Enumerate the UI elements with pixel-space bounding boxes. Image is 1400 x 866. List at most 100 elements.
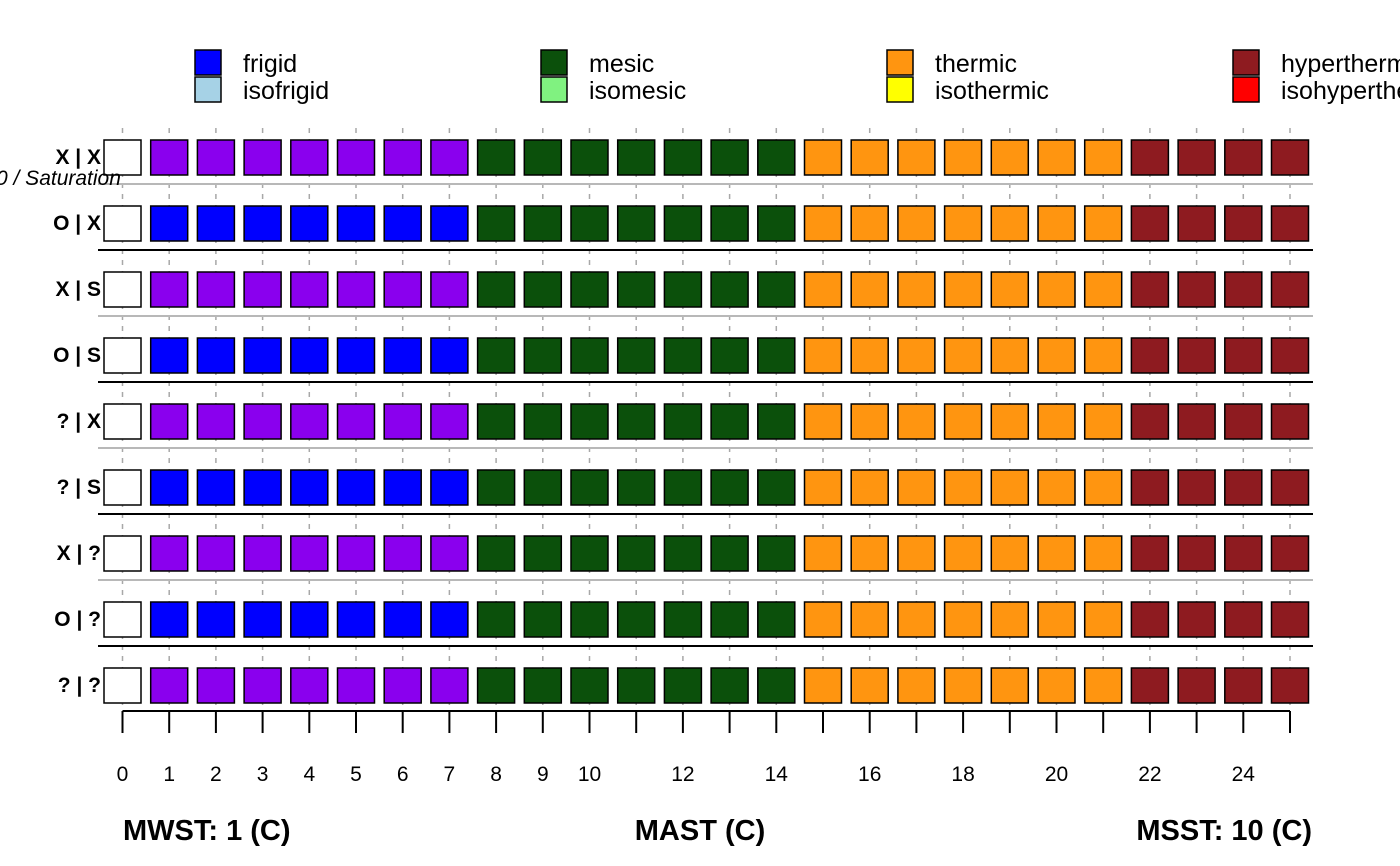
x-tick-label-7: 7: [444, 763, 456, 786]
cell-r5-c20: [1037, 469, 1076, 506]
legend-label-5: isothermic: [935, 77, 1049, 105]
cell-r8-c12: [663, 667, 703, 704]
cell-r2-c5: [336, 271, 376, 308]
cell-r2-c8: [476, 271, 516, 308]
cell-r7-c5: [336, 601, 376, 638]
cell-r2-c13: [710, 271, 749, 308]
cell-r3-c18: [943, 337, 983, 374]
x-tick-label-1: 1: [163, 763, 175, 786]
cell-r4-c16: [850, 403, 889, 440]
cell-r8-c3: [243, 667, 282, 704]
row-separators: [98, 183, 1313, 647]
x-tick-label-16: 22: [1138, 763, 1161, 786]
row-label-8: ? | ?: [58, 674, 101, 697]
msst-label: MSST: 10 (C): [1136, 815, 1312, 847]
x-tick-label-0: 0: [117, 763, 129, 786]
cell-r3-c25: [1270, 337, 1310, 374]
cell-r8-c21: [1083, 667, 1123, 704]
cell-r5-c16: [850, 469, 889, 506]
row-label-2: X | S: [55, 278, 101, 301]
cell-r5-c15: [803, 469, 843, 506]
cell-r8-c5: [336, 667, 376, 704]
cell-r3-c14: [757, 337, 796, 374]
cell-r6-c2: [196, 535, 236, 572]
cell-r4-c12: [663, 403, 703, 440]
legend-swatch-7: [1232, 76, 1260, 103]
cell-r1-c0: [103, 205, 142, 242]
cell-r1-c10: [570, 205, 609, 242]
x-tick-label-2: 2: [210, 763, 222, 786]
legend-swatch-2: [540, 49, 568, 76]
cell-r5-c8: [476, 469, 516, 506]
cell-r8-c7: [430, 667, 469, 704]
cell-r5-c10: [570, 469, 609, 506]
cell-r3-c19: [990, 337, 1030, 374]
cell-r0-c12: [663, 139, 703, 176]
x-tick-label-3: 3: [257, 763, 269, 786]
cell-r1-c12: [663, 205, 703, 242]
cell-r2-c20: [1037, 271, 1076, 308]
cell-r5-c0: [103, 469, 142, 506]
cell-r1-c20: [1037, 205, 1076, 242]
cell-r8-c11: [616, 667, 656, 704]
legend-swatch-3: [540, 76, 568, 103]
x-tick-label-8: 8: [490, 763, 502, 786]
row-label-7: O | ?: [54, 608, 101, 631]
cell-r5-c23: [1177, 469, 1216, 506]
row-label-6: X | ?: [57, 542, 101, 565]
cell-r3-c9: [523, 337, 563, 374]
cell-r0-c3: [243, 139, 282, 176]
cell-r4-c3: [243, 403, 282, 440]
cell-r2-c18: [943, 271, 983, 308]
cell-r8-c9: [523, 667, 563, 704]
mast-axis-title: MAST (C): [635, 815, 765, 847]
cell-r3-c11: [616, 337, 656, 374]
legend-label-7: isohyperthermic: [1281, 77, 1400, 105]
cell-r3-c13: [710, 337, 749, 374]
cell-r1-c6: [383, 205, 422, 242]
cell-r0-c22: [1130, 139, 1170, 176]
cell-r2-c6: [383, 271, 422, 308]
cell-r6-c18: [943, 535, 983, 572]
legend-label-6: hyperthermic: [1281, 50, 1400, 78]
cell-r6-c6: [383, 535, 422, 572]
cell-r3-c10: [570, 337, 609, 374]
cell-r2-c15: [803, 271, 843, 308]
cell-r8-c8: [476, 667, 516, 704]
cell-r7-c10: [570, 601, 609, 638]
cell-r1-c8: [476, 205, 516, 242]
cell-r1-c14: [757, 205, 796, 242]
cell-r5-c17: [897, 469, 936, 506]
x-tick-label-12: 14: [765, 763, 789, 786]
cell-r1-c11: [616, 205, 656, 242]
row-label-1: O | X: [53, 212, 101, 235]
cell-r5-c14: [757, 469, 796, 506]
cell-r3-c22: [1130, 337, 1170, 374]
cell-r1-c3: [243, 205, 282, 242]
cell-r8-c0: [103, 667, 142, 704]
cell-r4-c22: [1130, 403, 1170, 440]
cell-r3-c21: [1083, 337, 1123, 374]
cell-r0-c4: [290, 139, 329, 176]
mwst-label: MWST: 1 (C): [123, 815, 291, 847]
cell-r1-c21: [1083, 205, 1123, 242]
cell-r4-c24: [1224, 403, 1263, 440]
cell-r8-c23: [1177, 667, 1216, 704]
cell-r5-c11: [616, 469, 656, 506]
cell-r4-c13: [710, 403, 749, 440]
legend-label-0: frigid: [243, 50, 297, 78]
cell-r2-c22: [1130, 271, 1170, 308]
cell-r1-c16: [850, 205, 889, 242]
cell-r0-c6: [383, 139, 422, 176]
cell-r7-c20: [1037, 601, 1076, 638]
cell-r5-c7: [430, 469, 469, 506]
cell-r5-c12: [663, 469, 703, 506]
cell-r7-c1: [149, 601, 189, 638]
cell-r6-c11: [616, 535, 656, 572]
legend-label-2: mesic: [589, 50, 654, 78]
legend-swatch-6: [1232, 49, 1260, 76]
cell-r6-c15: [803, 535, 843, 572]
row-label-5: ? | S: [57, 476, 101, 499]
cell-r1-c18: [943, 205, 983, 242]
